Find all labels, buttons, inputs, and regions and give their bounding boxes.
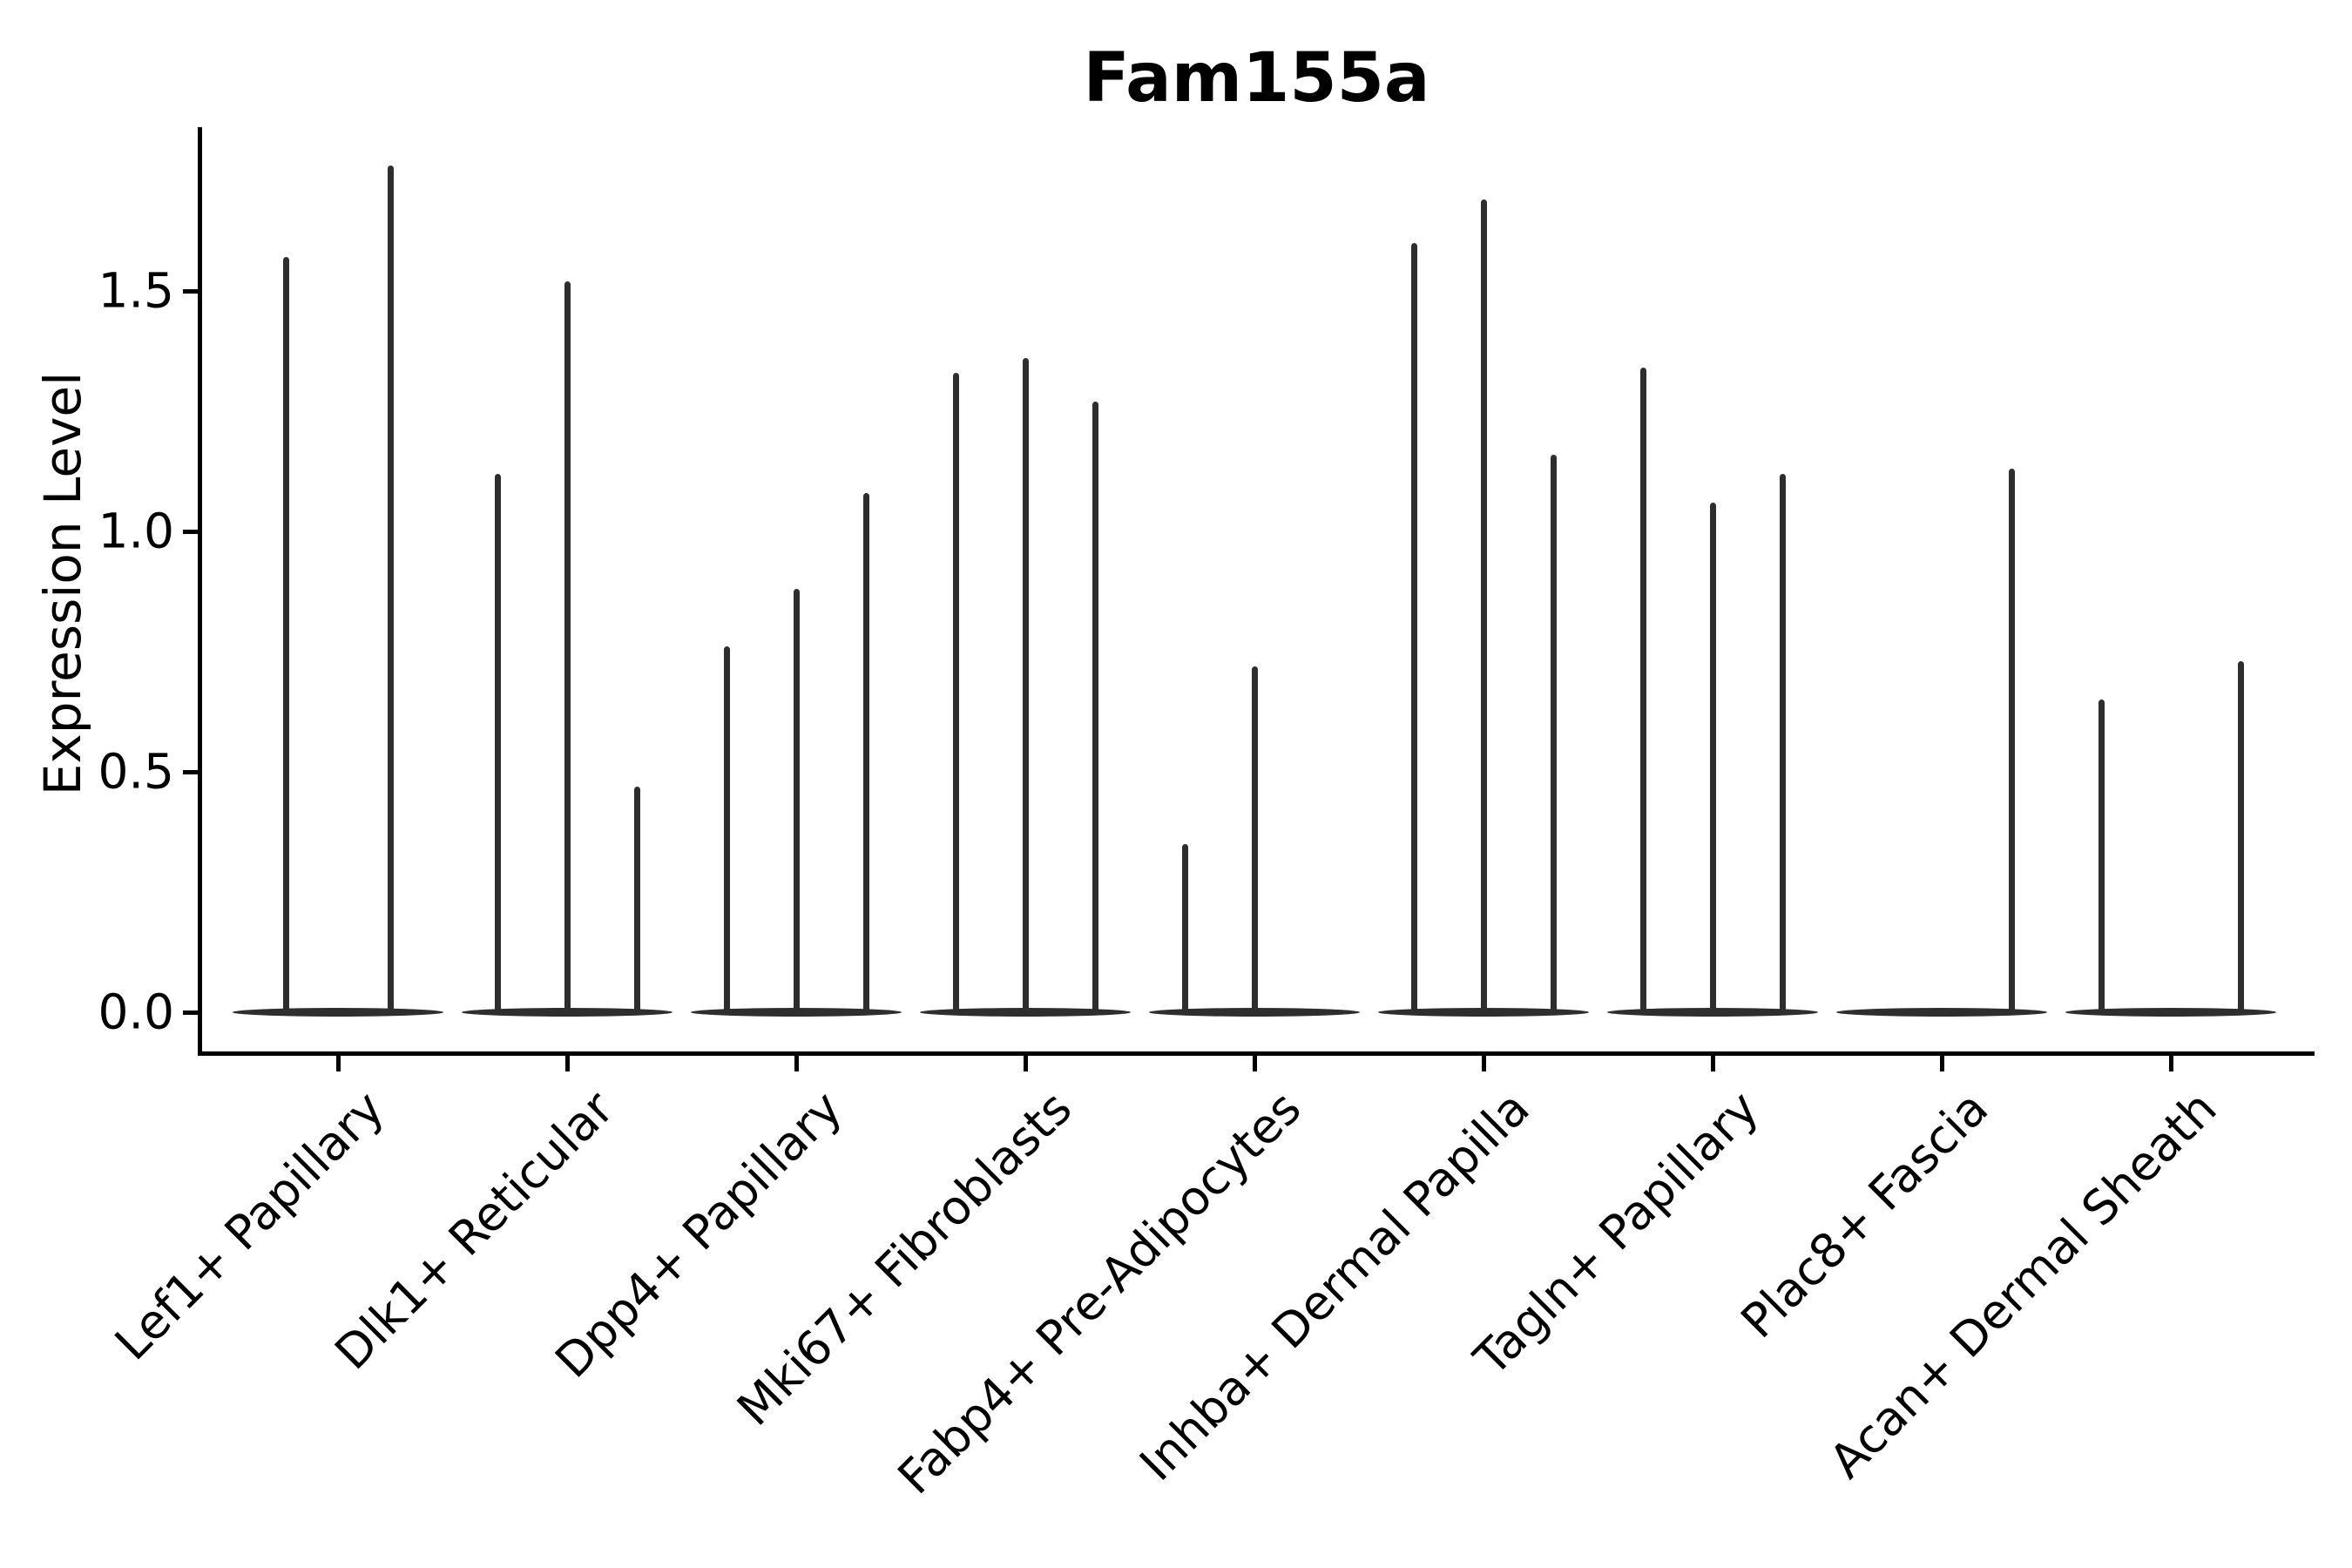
violin-spike xyxy=(494,473,501,1012)
x-tick xyxy=(335,1056,341,1071)
y-axis-spine xyxy=(198,127,202,1056)
x-tick xyxy=(1481,1056,1486,1071)
violin-spike xyxy=(2008,469,2015,1012)
violin-spike xyxy=(633,786,640,1012)
x-tick xyxy=(564,1056,570,1071)
violin-spike xyxy=(1709,502,1716,1012)
x-tick xyxy=(2168,1056,2173,1071)
x-tick xyxy=(794,1056,799,1071)
y-tick xyxy=(183,288,199,294)
violin-spike xyxy=(564,280,571,1012)
violin-baseline xyxy=(1836,1008,2047,1017)
violin-baseline xyxy=(691,1008,902,1017)
violin-baseline xyxy=(462,1008,672,1017)
y-tick xyxy=(183,769,199,774)
x-tick xyxy=(1939,1056,1944,1071)
violin-spike xyxy=(1550,454,1557,1012)
violin-baseline xyxy=(1149,1008,1360,1017)
chart-title: Fam155a xyxy=(1083,39,1430,118)
violin-spike xyxy=(723,646,730,1012)
violin-spike xyxy=(1181,843,1188,1012)
violin-baseline xyxy=(1378,1008,1589,1017)
y-tick-label: 1.5 xyxy=(98,262,174,319)
x-tick-label: Inhba+ Dermal Papilla xyxy=(1129,1080,1541,1491)
y-tick xyxy=(183,529,199,534)
y-tick-label: 0.0 xyxy=(98,983,174,1040)
x-tick-label: Acan+ Dermal Sheath xyxy=(1819,1080,2228,1489)
violin-spike xyxy=(1251,666,1258,1012)
y-tick xyxy=(183,1010,199,1015)
violin-spike xyxy=(1779,473,1786,1012)
y-tick-label: 0.5 xyxy=(98,743,174,800)
x-tick-label: Plac8+ Fascia xyxy=(1730,1080,1999,1349)
violin-spike xyxy=(282,257,289,1012)
x-axis-spine xyxy=(198,1051,2315,1056)
x-tick xyxy=(1023,1056,1028,1071)
violin-spike xyxy=(2237,661,2244,1012)
violin-baseline xyxy=(233,1008,443,1017)
violin-spike xyxy=(952,372,959,1012)
violin-spike xyxy=(793,589,800,1012)
violin-spike xyxy=(1022,358,1029,1012)
violin-spike xyxy=(2098,700,2105,1012)
violin-baseline xyxy=(1607,1008,1818,1017)
x-tick-label: Fabp4+ Pre-Adipocytes xyxy=(887,1080,1312,1505)
violin-spike xyxy=(387,166,394,1012)
violin-baseline xyxy=(2065,1008,2276,1017)
x-tick xyxy=(1710,1056,1715,1071)
x-tick xyxy=(1252,1056,1257,1071)
violin-spike xyxy=(1410,242,1417,1012)
y-tick-label: 1.0 xyxy=(98,503,174,559)
violin-spike xyxy=(1639,368,1646,1012)
violin-spike xyxy=(1092,401,1098,1012)
violin-spike xyxy=(1480,199,1487,1012)
y-axis-label: Expression Level xyxy=(33,371,92,796)
violin-spike xyxy=(862,492,869,1012)
violin-baseline xyxy=(920,1008,1131,1017)
